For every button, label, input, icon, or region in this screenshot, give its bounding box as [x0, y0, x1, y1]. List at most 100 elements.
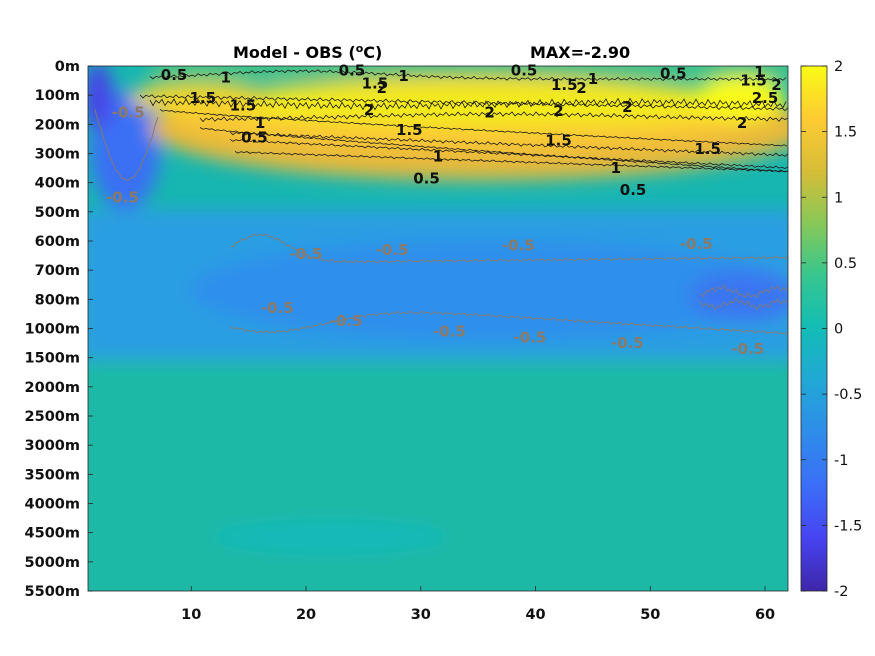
contour-label: 2: [737, 114, 747, 132]
contour-line: [199, 111, 788, 123]
contour-label: 1: [588, 70, 598, 88]
y-tick-label: 5500m: [25, 584, 80, 600]
contour-label: 1.5: [189, 89, 216, 107]
contour-label: 1: [433, 147, 443, 165]
contour-label: -0.5: [112, 104, 145, 122]
x-axis: 10 20 30 40 50 60: [181, 586, 775, 623]
contour-line: [149, 69, 787, 82]
contour-label: 2: [553, 102, 563, 120]
contour-label: 1: [754, 63, 764, 81]
colorbar-tick-label: -0.5: [834, 387, 862, 403]
region-cold-core: [190, 240, 788, 340]
contour-label: 1.5: [396, 121, 423, 139]
contour-label: 0.5: [161, 66, 188, 84]
contour-label: -0.5: [261, 299, 294, 317]
contour-label: 0.5: [511, 61, 538, 79]
contour-label: 2.5: [752, 89, 779, 107]
contour-label: -0.5: [502, 236, 535, 254]
colorbar-tick-label: 0: [834, 322, 843, 338]
x-tick-label: 60: [755, 607, 775, 623]
contour-line: [699, 284, 788, 299]
y-tick-label: 500m: [35, 205, 80, 221]
heatmap-blobs: [88, 66, 788, 591]
contour-label: 2: [484, 104, 494, 122]
contour-line: [229, 233, 788, 264]
contour-label: -0.5: [611, 334, 644, 352]
region-warm-east: [695, 76, 785, 120]
contour-line: [229, 138, 788, 170]
contour-line: [199, 127, 788, 173]
y-tick-label: 3500m: [25, 467, 80, 483]
y-axis: 0m 100m 200m 300m 400m 500m 600m 700m 800m 1000m 1…: [25, 59, 93, 600]
colorbar: 2 1.5 1 0.5 0 -0.5 -1 -1.5 -2: [800, 59, 862, 600]
contour-line: [149, 97, 787, 111]
region-cold-east: [690, 270, 788, 322]
y-tick-label: 300m: [35, 147, 80, 163]
contour-label: 1.5: [551, 76, 578, 94]
contour-labels: 0.5 1 0.51.521 0.51.52 1 0.5 11.5 22.51.5 1.5 2 2 2…: [106, 61, 782, 358]
contour-label: 2: [364, 101, 374, 119]
contour-label: 2: [377, 79, 387, 97]
colorbar-tick-label: 0.5: [834, 256, 857, 272]
y-tick-label: 5000m: [25, 555, 80, 571]
y-tick-label: 2500m: [25, 409, 80, 425]
contour-label: 1: [255, 114, 265, 132]
colorbar-tick-label: 2: [834, 59, 843, 75]
contour-label: 1.5: [362, 75, 389, 93]
heatmap-field: [88, 66, 788, 591]
contour-label: -0.5: [290, 245, 323, 263]
y-tick-label: 1000m: [25, 322, 80, 338]
contour-line: [139, 94, 788, 112]
y-tick-label: 400m: [35, 176, 80, 192]
colorbar-tick-label: -1: [834, 453, 848, 469]
y-tick-label: 800m: [35, 292, 80, 308]
max-label: MAX=-2.90: [530, 43, 630, 62]
contour-line: [159, 109, 788, 147]
y-tick-label: 0m: [55, 59, 80, 75]
contour-label: 1.5: [230, 96, 257, 114]
contour-label: 1: [398, 67, 408, 85]
contour-line: [229, 131, 788, 157]
y-tick-label: 200m: [35, 117, 80, 133]
contour-line: [699, 297, 788, 311]
contour-label: 1.5: [545, 131, 572, 149]
contour-label: 1: [220, 69, 230, 87]
contour-line: [229, 310, 788, 335]
contour-label: -0.5: [376, 241, 409, 259]
x-tick-label: 50: [640, 607, 660, 623]
contour-label: -0.5: [330, 312, 363, 330]
y-tick-label: 3000m: [25, 438, 80, 454]
contour-label: 0.5: [660, 64, 687, 82]
colorbar-tick-label: -2: [834, 584, 848, 600]
contour-label: 0.5: [339, 61, 366, 79]
region-cold-surface: [88, 66, 112, 130]
colorbar-tick-label: -1.5: [834, 518, 862, 534]
y-tick-label: 4000m: [25, 497, 80, 513]
colorbar-tick-label: 1.5: [834, 125, 857, 141]
contour-label: 2: [622, 98, 632, 116]
contour-label: -0.5: [731, 340, 764, 358]
contour-label: 2: [576, 79, 586, 97]
contour-line: [94, 109, 159, 182]
y-tick-label: 2000m: [25, 380, 80, 396]
contour-label: 0.5: [241, 128, 268, 146]
x-tick-label: 40: [525, 607, 545, 623]
contour-label: 1.5: [740, 72, 767, 90]
contour-label: 1: [611, 159, 621, 177]
contour-label: -0.5: [513, 328, 546, 346]
contour-label: -0.5: [433, 322, 466, 340]
y-tick-label: 1500m: [25, 351, 80, 367]
chart-title: Model - OBS (oC): [233, 42, 382, 62]
x-tick-label: 20: [296, 607, 316, 623]
y-tick-label: 700m: [35, 263, 80, 279]
contour-label: 0.5: [620, 181, 647, 199]
region-deep-patch: [210, 519, 450, 555]
y-tick-label: 100m: [35, 88, 80, 104]
y-tick-label: 600m: [35, 234, 80, 250]
contour-line: [234, 151, 788, 173]
x-tick-label: 10: [181, 607, 201, 623]
region-surface-green: [150, 66, 788, 78]
colorbar-tick-label: 1: [834, 190, 843, 206]
colorbar-ticks: 2 1.5 1 0.5 0 -0.5 -1 -1.5 -2: [801, 59, 862, 600]
